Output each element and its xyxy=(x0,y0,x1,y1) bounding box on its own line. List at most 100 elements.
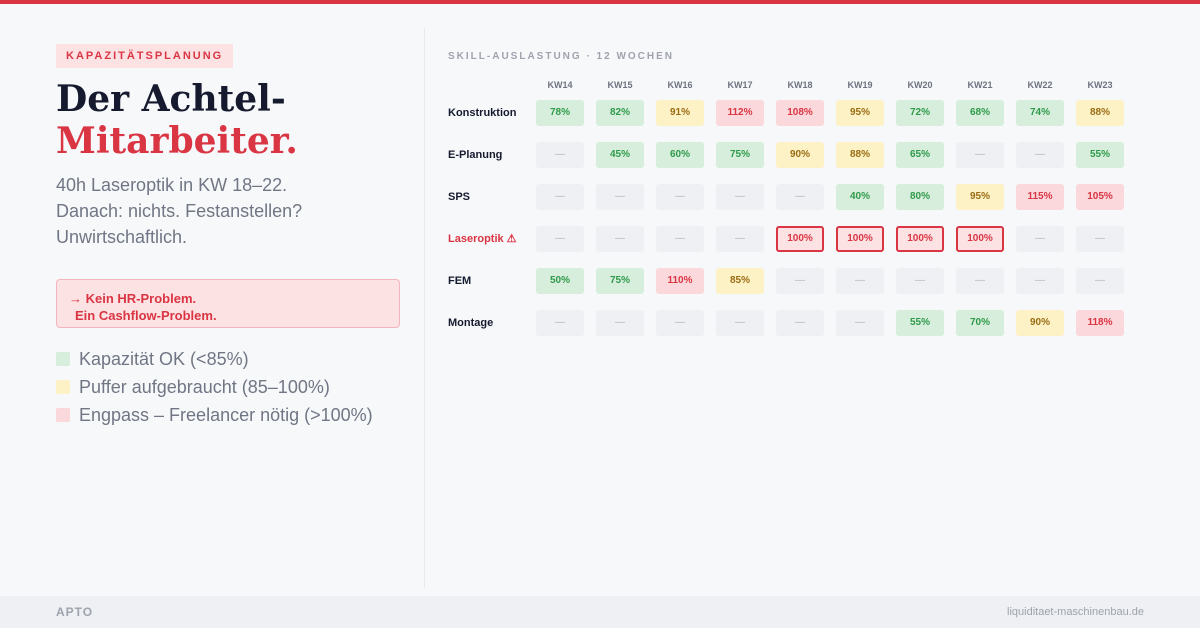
heatmap-cell: 68% xyxy=(956,100,1004,126)
footer-url: liquiditaet-maschinenbau.de xyxy=(1007,606,1144,618)
headline-line-2: Mitarbeiter. xyxy=(56,120,298,162)
subtitle-line-1: 40h Laseroptik in KW 18–22. xyxy=(56,175,288,195)
heatmap-cell: — xyxy=(596,226,644,252)
row-label: Montage xyxy=(448,317,494,329)
heatmap-cell: 75% xyxy=(716,142,764,168)
legend: Kapazität OK (<85%) Puffer aufgebraucht … xyxy=(56,345,373,429)
heatmap-cell: 105% xyxy=(1076,184,1124,210)
heatmap-cell: 55% xyxy=(896,310,944,336)
heatmap-cell: 90% xyxy=(1016,310,1064,336)
legend-label-bottleneck: Engpass – Freelancer nötig (>100%) xyxy=(79,404,373,425)
callout-box: → Kein HR-Problem. Ein Cashflow-Problem. xyxy=(56,279,400,328)
heatmap-cell: — xyxy=(536,310,584,336)
heatmap-cell: — xyxy=(656,226,704,252)
callout-line-2: Ein Cashflow-Problem. xyxy=(75,308,217,323)
footer-bar xyxy=(0,596,1200,628)
column-header-kw15: KW15 xyxy=(607,80,633,90)
heatmap-cell: 45% xyxy=(596,142,644,168)
column-header-kw17: KW17 xyxy=(727,80,753,90)
heatmap-cell: — xyxy=(956,268,1004,294)
section-tag: KAPAZITÄTSPLANUNG xyxy=(56,44,234,68)
heatmap-cell: 75% xyxy=(596,268,644,294)
heatmap-cell: — xyxy=(716,310,764,336)
headline-line-1: Der Achtel- xyxy=(56,78,286,120)
column-header-kw14: KW14 xyxy=(547,80,573,90)
heatmap-cell: 88% xyxy=(1076,100,1124,126)
heatmap-cell: — xyxy=(596,184,644,210)
heatmap-cell: — xyxy=(836,310,884,336)
heatmap-cell: — xyxy=(896,268,944,294)
legend-swatch-buffer xyxy=(56,380,70,394)
heatmap-cell: 60% xyxy=(656,142,704,168)
heatmap-cell: 95% xyxy=(836,100,884,126)
heatmap-cell: 70% xyxy=(956,310,1004,336)
legend-swatch-bottleneck xyxy=(56,408,70,422)
heatmap-cell: — xyxy=(536,226,584,252)
callout-line-1: → Kein HR-Problem. xyxy=(69,291,197,306)
heatmap-cell: — xyxy=(596,310,644,336)
row-label: Laseroptik ⚠ xyxy=(448,233,517,245)
column-header-kw20: KW20 xyxy=(907,80,933,90)
heatmap-cell: — xyxy=(536,184,584,210)
chart-title: SKILL-AUSLASTUNG · 12 WOCHEN xyxy=(448,51,674,62)
heatmap-cell: 40% xyxy=(836,184,884,210)
heatmap-cell: 78% xyxy=(536,100,584,126)
subtitle-line-2: Danach: nichts. Festanstellen? xyxy=(56,201,303,221)
heatmap-cell: 55% xyxy=(1076,142,1124,168)
heatmap-cell: 91% xyxy=(656,100,704,126)
heatmap-cell: 50% xyxy=(536,268,584,294)
heatmap-cell: 108% xyxy=(776,100,824,126)
heatmap-cell: 118% xyxy=(1076,310,1124,336)
heatmap-cell: — xyxy=(1076,226,1124,252)
row-label: E-Planung xyxy=(448,149,503,161)
heatmap-cell: — xyxy=(836,268,884,294)
headline: Der Achtel- Mitarbeiter. xyxy=(56,78,298,162)
heatmap-cell: — xyxy=(536,142,584,168)
heatmap-cell: — xyxy=(716,226,764,252)
subtitle-line-3: Unwirtschaftlich. xyxy=(56,227,188,247)
heatmap-cell: 100% xyxy=(896,226,944,252)
row-label: SPS xyxy=(448,191,471,203)
column-header-kw18: KW18 xyxy=(787,80,813,90)
subtitle: 40h Laseroptik in KW 18–22. Danach: nich… xyxy=(56,172,396,250)
column-header-kw23: KW23 xyxy=(1087,80,1113,90)
row-label: FEM xyxy=(448,275,472,287)
heatmap-cell: 65% xyxy=(896,142,944,168)
heatmap-cell: — xyxy=(776,310,824,336)
heatmap-cell: — xyxy=(956,142,1004,168)
heatmap-cell: 100% xyxy=(776,226,824,252)
heatmap-cell: 115% xyxy=(1016,184,1064,210)
legend-swatch-ok xyxy=(56,352,70,366)
heatmap-cell: 88% xyxy=(836,142,884,168)
heatmap-cell: 85% xyxy=(716,268,764,294)
legend-label-buffer: Puffer aufgebraucht (85–100%) xyxy=(79,376,330,397)
heatmap-cell: 72% xyxy=(896,100,944,126)
heatmap-cell: — xyxy=(1016,268,1064,294)
heatmap-cell: — xyxy=(1016,142,1064,168)
heatmap-cell: — xyxy=(1076,268,1124,294)
heatmap-cell: 80% xyxy=(896,184,944,210)
column-header-kw19: KW19 xyxy=(847,80,873,90)
heatmap-cell: 110% xyxy=(656,268,704,294)
heatmap-cell: 74% xyxy=(1016,100,1064,126)
legend-item-buffer: Puffer aufgebraucht (85–100%) xyxy=(56,373,373,401)
column-header-kw21: KW21 xyxy=(967,80,993,90)
heatmap-cell: 112% xyxy=(716,100,764,126)
heatmap-cell: 95% xyxy=(956,184,1004,210)
heatmap-cell: — xyxy=(776,184,824,210)
heatmap-cell: 90% xyxy=(776,142,824,168)
footer-brand: APTO xyxy=(56,605,94,619)
heatmap-cell: 100% xyxy=(956,226,1004,252)
heatmap-cell: — xyxy=(1016,226,1064,252)
top-accent-bar xyxy=(0,0,1200,4)
column-header-kw16: KW16 xyxy=(667,80,693,90)
heatmap-cell: 100% xyxy=(836,226,884,252)
legend-label-ok: Kapazität OK (<85%) xyxy=(79,348,249,369)
divider xyxy=(424,28,425,588)
heatmap-cell: — xyxy=(656,184,704,210)
heatmap-cell: — xyxy=(776,268,824,294)
legend-item-bottleneck: Engpass – Freelancer nötig (>100%) xyxy=(56,401,373,429)
legend-item-ok: Kapazität OK (<85%) xyxy=(56,345,373,373)
row-label: Konstruktion xyxy=(448,107,517,119)
column-header-kw22: KW22 xyxy=(1027,80,1053,90)
